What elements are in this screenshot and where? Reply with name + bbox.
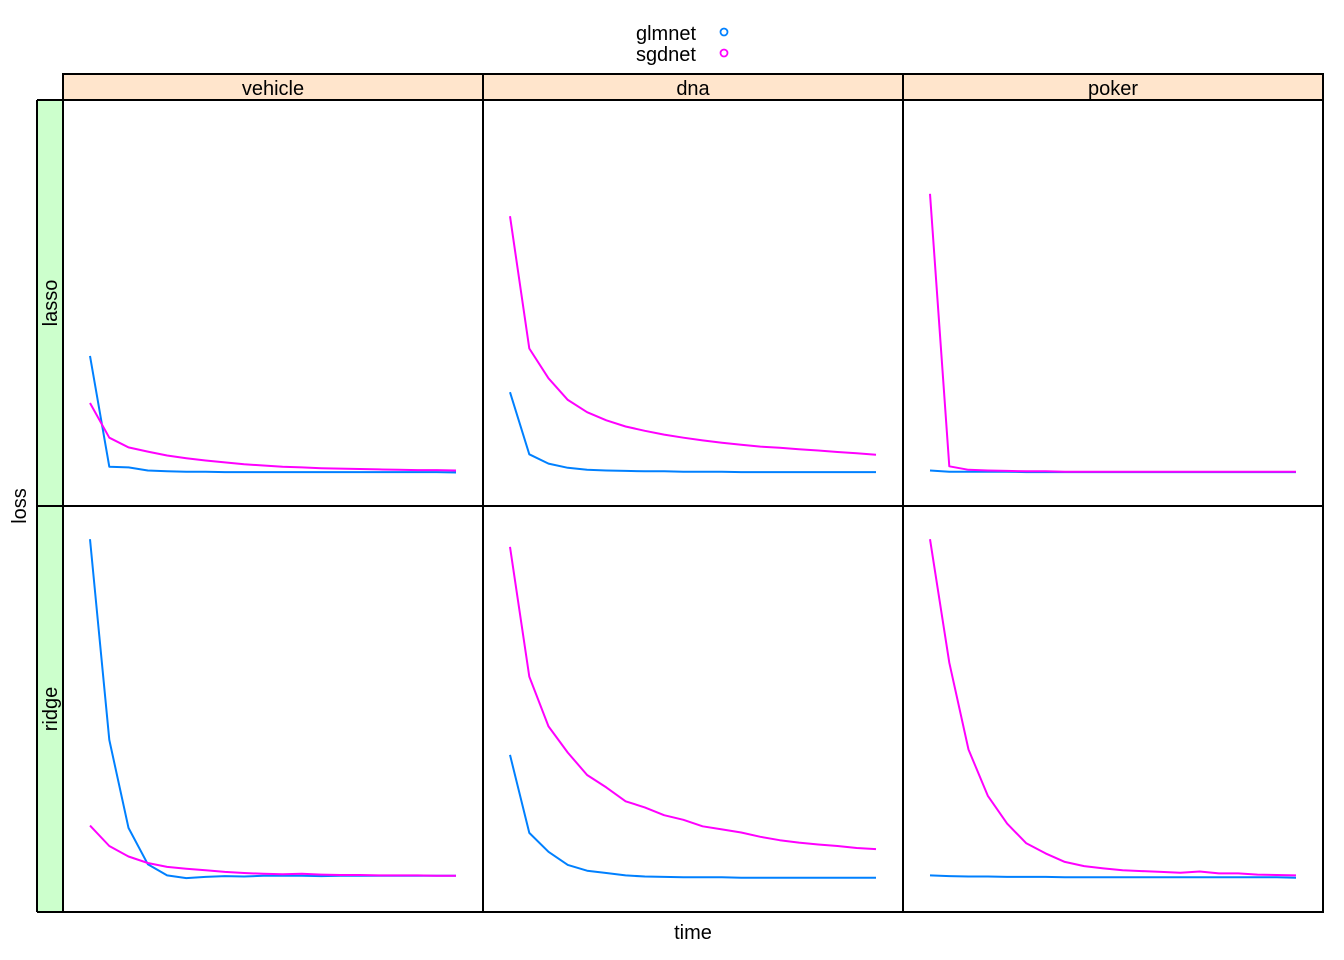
- series-line-glmnet-vehicle-lasso: [89, 355, 457, 474]
- strip-ridge: [37, 506, 63, 912]
- strip-poker: [903, 74, 1323, 100]
- series-line-sgdnet-dna-ridge: [509, 546, 877, 851]
- strip-vehicle: [63, 74, 483, 100]
- strip-label-ridge: ridge: [40, 687, 62, 731]
- legend-label-sgdnet: sgdnet: [636, 44, 696, 66]
- x-axis-label: time: [674, 922, 712, 944]
- legend-marker-sgdnet: [719, 48, 729, 58]
- y-axis-label: loss: [9, 488, 31, 524]
- series-line-glmnet-poker-ridge: [929, 874, 1297, 879]
- strip-label-vehicle: vehicle: [242, 78, 304, 100]
- row-strips: lasso ridge: [36, 99, 63, 913]
- series-line-glmnet-dna-lasso: [509, 391, 876, 474]
- legend-marker-glmnet: [719, 27, 729, 37]
- series-line-sgdnet-dna-lasso: [509, 216, 877, 456]
- panel-grid: [62, 73, 1324, 913]
- strip-dna: [483, 74, 903, 100]
- series-line-glmnet-vehicle-ridge: [89, 539, 456, 880]
- series-line-sgdnet-poker-ridge: [929, 539, 1297, 877]
- strip-label-dna: dna: [676, 78, 710, 100]
- legend-label-glmnet: glmnet: [636, 23, 696, 45]
- legend: glmnet sgdnet: [636, 23, 729, 66]
- series-layer: [89, 193, 1297, 880]
- strip-label-lasso: lasso: [40, 280, 62, 327]
- strip-lasso: [37, 100, 63, 506]
- column-strips: vehicle dna poker: [63, 73, 1323, 100]
- panels-outer-frame: [62, 73, 1324, 913]
- series-line-sgdnet-vehicle-ridge: [89, 824, 456, 877]
- series-line-sgdnet-poker-lasso: [929, 193, 1296, 473]
- strip-label-poker: poker: [1088, 78, 1138, 100]
- series-line-sgdnet-vehicle-lasso: [89, 402, 457, 472]
- series-line-glmnet-dna-ridge: [509, 754, 876, 879]
